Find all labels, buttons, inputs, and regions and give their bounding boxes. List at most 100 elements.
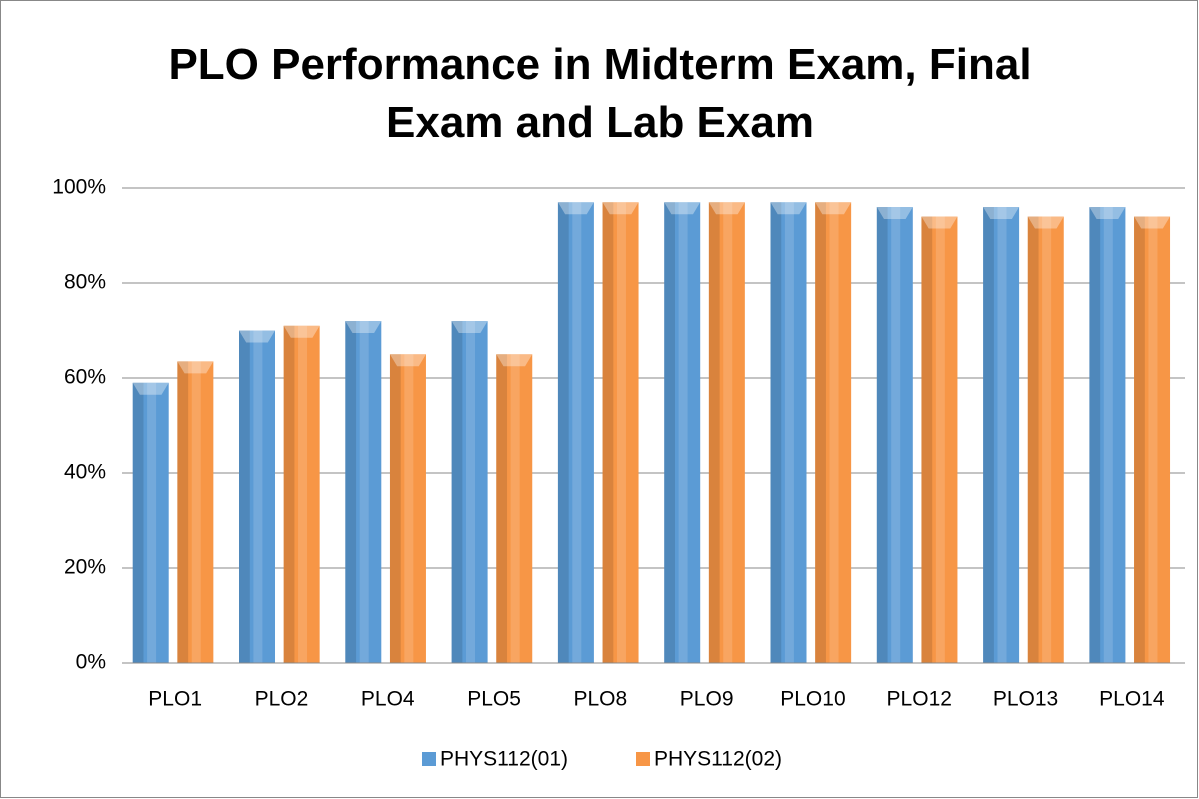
y-tick-label: 40% <box>64 461 106 484</box>
bar-shade <box>239 330 250 663</box>
bar-cap <box>177 361 214 374</box>
x-tick-label: PLO8 <box>573 688 627 711</box>
bar-cap <box>708 202 745 215</box>
bar-highlight <box>510 354 520 663</box>
bar-shade <box>983 207 994 663</box>
bar-cap <box>664 202 701 215</box>
x-tick-label: PLO13 <box>993 688 1058 711</box>
bar-highlight <box>1042 216 1052 663</box>
bar-shade <box>177 361 189 663</box>
bar-highlight <box>298 325 308 663</box>
bar-highlight <box>678 202 688 663</box>
bar-shade <box>283 325 295 663</box>
x-tick-label: PLO9 <box>680 688 734 711</box>
bar-highlight <box>466 321 476 663</box>
bar-shade <box>664 202 676 663</box>
bar <box>815 202 852 663</box>
bar <box>708 202 745 663</box>
bar <box>345 321 382 663</box>
x-tick-label: PLO2 <box>255 688 309 711</box>
bar-shade <box>345 321 357 663</box>
bar-cap <box>876 207 913 219</box>
bar-shade <box>921 216 933 663</box>
bar <box>1089 207 1126 663</box>
legend-label: PHYS112(02) <box>654 748 782 771</box>
bar-shade <box>770 202 782 663</box>
bar <box>177 361 214 663</box>
bar-shade <box>876 207 888 663</box>
bar-cap <box>983 207 1020 219</box>
bar-highlight <box>891 207 901 663</box>
bar-highlight <box>253 330 263 663</box>
bar-cap <box>239 330 276 343</box>
bar-cap <box>1089 207 1126 219</box>
bar-highlight <box>404 354 414 663</box>
x-tick-label: PLO1 <box>148 688 202 711</box>
bar-shade <box>1027 216 1039 663</box>
bar-cap <box>451 321 488 333</box>
legend-swatch <box>422 752 436 766</box>
y-tick-label: 100% <box>52 176 106 199</box>
bar <box>132 382 169 663</box>
bar-highlight <box>191 361 201 663</box>
bar-highlight <box>784 202 794 663</box>
bar-shade <box>557 202 569 663</box>
x-tick-label: PLO14 <box>1099 688 1165 711</box>
bar <box>921 216 958 663</box>
x-tick-label: PLO12 <box>887 688 952 711</box>
legend-label: PHYS112(01) <box>440 748 568 771</box>
bar <box>664 202 701 663</box>
bar <box>1027 216 1064 663</box>
bar-cap <box>496 354 533 367</box>
bar-highlight <box>1103 207 1113 663</box>
bar <box>876 207 913 663</box>
y-tick-label: 0% <box>76 651 106 674</box>
bar-highlight <box>616 202 626 663</box>
bar-shade <box>708 202 720 663</box>
bar <box>770 202 807 663</box>
y-tick-label: 20% <box>64 556 106 579</box>
bar <box>557 202 594 663</box>
bar-highlight <box>572 202 582 663</box>
bar-cap <box>1134 216 1171 229</box>
bar-cap <box>770 202 807 215</box>
bar <box>1134 216 1171 663</box>
chart-title: PLO Performance in Midterm Exam, Final E… <box>168 40 1032 147</box>
bar-shade <box>602 202 614 663</box>
bar-cap <box>283 325 320 338</box>
x-tick-label: PLO4 <box>361 688 415 711</box>
bar-highlight <box>723 202 733 663</box>
y-tick-label: 60% <box>64 366 106 389</box>
legend-swatch <box>636 752 650 766</box>
bar-cap <box>1027 216 1064 229</box>
bar-shade <box>1134 216 1145 663</box>
bar-shade <box>815 202 826 663</box>
x-tick-label: PLO5 <box>467 688 521 711</box>
bar-shade <box>451 321 463 663</box>
bar-shade <box>389 354 401 663</box>
bar-cap <box>557 202 594 215</box>
bar-highlight <box>935 216 945 663</box>
bar-cap <box>389 354 426 367</box>
bar <box>451 321 488 663</box>
bar-cap <box>815 202 852 215</box>
bar <box>983 207 1020 663</box>
bar-cap <box>921 216 958 229</box>
bar <box>283 325 320 663</box>
x-tick-label: PLO10 <box>780 688 845 711</box>
bar-highlight <box>147 382 157 663</box>
bar-highlight <box>359 321 369 663</box>
bar-cap <box>602 202 639 215</box>
bar <box>239 330 276 663</box>
bar-shade <box>1089 207 1101 663</box>
bar <box>389 354 426 663</box>
y-tick-label: 80% <box>64 271 106 294</box>
bar-highlight <box>997 207 1007 663</box>
bar <box>496 354 533 663</box>
bar-highlight <box>829 202 839 663</box>
bar-highlight <box>1148 216 1158 663</box>
bar <box>602 202 639 663</box>
bar-cap <box>132 382 169 395</box>
